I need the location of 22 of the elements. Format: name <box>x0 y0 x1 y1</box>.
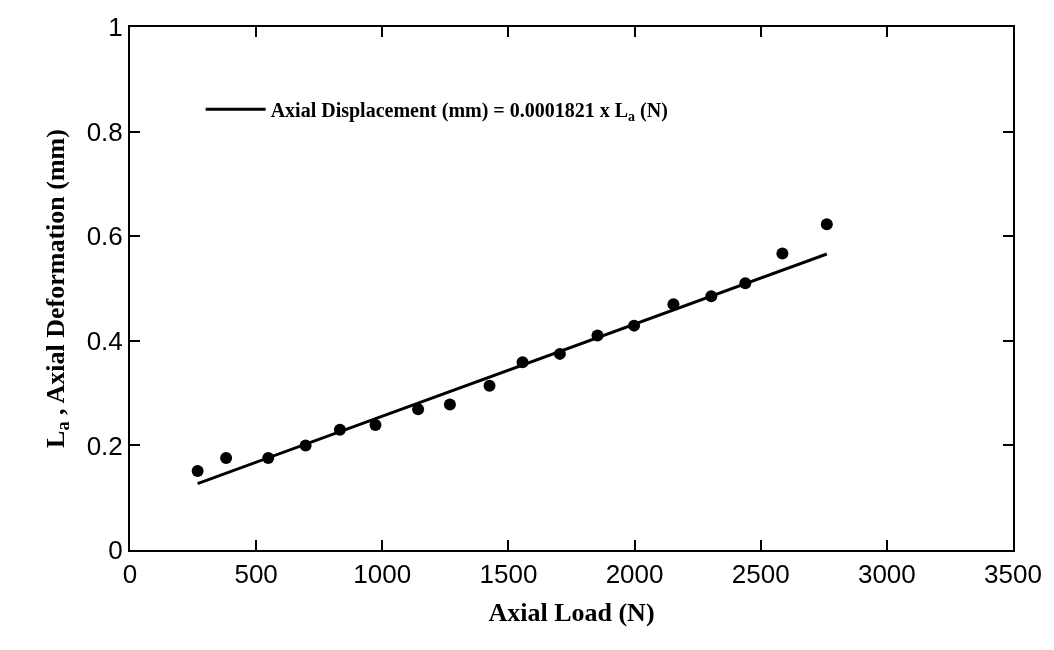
point <box>412 403 425 416</box>
x-tick-label: 3500 <box>984 559 1042 590</box>
point <box>191 465 204 478</box>
y-tick-label: 0 <box>108 535 123 566</box>
y-tick-label: 0.6 <box>86 221 123 252</box>
x-tick-label: 3000 <box>857 559 916 590</box>
x-tick-label: 1000 <box>353 559 412 590</box>
x-tick-label: 2500 <box>731 559 790 590</box>
y-tick-label: 1 <box>108 12 123 43</box>
point <box>776 247 789 260</box>
point <box>443 398 456 411</box>
legend-label: Axial Displacement (mm) = 0.0001821 x L$_{a}$ (N) <box>270 99 668 125</box>
x-tick-label: 1500 <box>479 559 538 590</box>
point <box>220 451 233 464</box>
y-tick-label: 0.8 <box>86 116 123 147</box>
x-axis-title: Axial Load (N) <box>488 598 655 628</box>
point <box>483 379 496 392</box>
point <box>820 218 833 231</box>
x-tick-label: 500 <box>234 559 278 590</box>
y-tick-label: 0.2 <box>86 430 123 461</box>
y-tick-label: 0.4 <box>86 325 123 356</box>
x-tick-label: 2000 <box>605 559 664 590</box>
